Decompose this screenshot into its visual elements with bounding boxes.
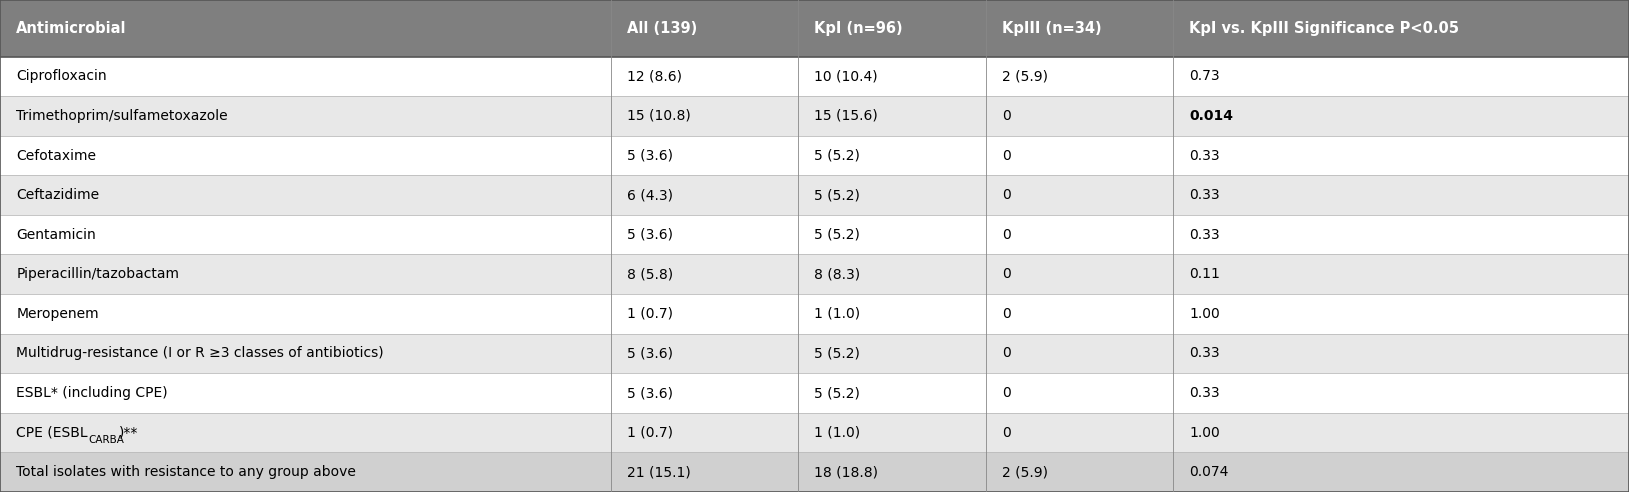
Text: Multidrug-resistance (I or R ≥3 classes of antibiotics): Multidrug-resistance (I or R ≥3 classes … xyxy=(16,346,384,361)
Text: Gentamicin: Gentamicin xyxy=(16,228,96,242)
Text: 1.00: 1.00 xyxy=(1189,307,1220,321)
Text: )**: )** xyxy=(119,426,138,440)
Text: 5 (5.2): 5 (5.2) xyxy=(814,346,860,361)
Text: 6 (4.3): 6 (4.3) xyxy=(627,188,673,202)
Bar xyxy=(0,254,1629,294)
Text: 5 (3.6): 5 (3.6) xyxy=(627,386,673,400)
Bar xyxy=(0,175,1629,215)
Text: 1 (1.0): 1 (1.0) xyxy=(814,307,860,321)
Bar xyxy=(0,215,1629,254)
Text: 0: 0 xyxy=(1002,109,1010,123)
Text: 0.33: 0.33 xyxy=(1189,149,1220,162)
Text: 1.00: 1.00 xyxy=(1189,426,1220,440)
Text: 0.73: 0.73 xyxy=(1189,69,1220,83)
Text: Cefotaxime: Cefotaxime xyxy=(16,149,96,162)
Text: 0: 0 xyxy=(1002,346,1010,361)
Bar xyxy=(798,0,986,57)
Text: 15 (15.6): 15 (15.6) xyxy=(814,109,878,123)
Text: 0: 0 xyxy=(1002,149,1010,162)
Text: 0.33: 0.33 xyxy=(1189,386,1220,400)
Text: 0: 0 xyxy=(1002,307,1010,321)
Text: 0.33: 0.33 xyxy=(1189,228,1220,242)
Bar xyxy=(0,0,611,57)
Text: Antimicrobial: Antimicrobial xyxy=(16,21,127,36)
Text: 1 (0.7): 1 (0.7) xyxy=(627,307,673,321)
Text: 0.014: 0.014 xyxy=(1189,109,1233,123)
Text: 1 (0.7): 1 (0.7) xyxy=(627,426,673,440)
Bar xyxy=(0,373,1629,413)
Text: Trimethoprim/sulfametoxazole: Trimethoprim/sulfametoxazole xyxy=(16,109,228,123)
Text: 5 (3.6): 5 (3.6) xyxy=(627,149,673,162)
Text: Piperacillin/tazobactam: Piperacillin/tazobactam xyxy=(16,267,179,281)
Bar xyxy=(0,294,1629,334)
Text: ESBL* (including CPE): ESBL* (including CPE) xyxy=(16,386,168,400)
Bar xyxy=(1173,0,1629,57)
Text: KpIII (n=34): KpIII (n=34) xyxy=(1002,21,1101,36)
Text: 15 (10.8): 15 (10.8) xyxy=(627,109,691,123)
Text: Ciprofloxacin: Ciprofloxacin xyxy=(16,69,108,83)
Text: 1 (1.0): 1 (1.0) xyxy=(814,426,860,440)
Text: 0: 0 xyxy=(1002,228,1010,242)
Text: Total isolates with resistance to any group above: Total isolates with resistance to any gr… xyxy=(16,465,357,479)
Text: Ceftazidime: Ceftazidime xyxy=(16,188,99,202)
Bar xyxy=(0,136,1629,175)
Text: 0: 0 xyxy=(1002,386,1010,400)
Text: 0: 0 xyxy=(1002,188,1010,202)
Text: 0.33: 0.33 xyxy=(1189,188,1220,202)
Text: All (139): All (139) xyxy=(627,21,697,36)
Text: 5 (5.2): 5 (5.2) xyxy=(814,228,860,242)
Bar xyxy=(0,334,1629,373)
Text: 0: 0 xyxy=(1002,267,1010,281)
Text: Meropenem: Meropenem xyxy=(16,307,99,321)
Bar xyxy=(611,0,798,57)
Bar xyxy=(986,0,1173,57)
Text: 8 (5.8): 8 (5.8) xyxy=(627,267,673,281)
Text: KpI vs. KpIII Significance P<0.05: KpI vs. KpIII Significance P<0.05 xyxy=(1189,21,1460,36)
Text: 5 (3.6): 5 (3.6) xyxy=(627,346,673,361)
Text: KpI (n=96): KpI (n=96) xyxy=(814,21,902,36)
Text: 12 (8.6): 12 (8.6) xyxy=(627,69,683,83)
Text: 5 (3.6): 5 (3.6) xyxy=(627,228,673,242)
Text: 0.33: 0.33 xyxy=(1189,346,1220,361)
Text: 0.074: 0.074 xyxy=(1189,465,1228,479)
Text: CPE (ESBL: CPE (ESBL xyxy=(16,426,88,440)
Bar xyxy=(0,453,1629,492)
Text: 21 (15.1): 21 (15.1) xyxy=(627,465,691,479)
Text: CARBA: CARBA xyxy=(90,435,125,445)
Bar xyxy=(0,96,1629,136)
Text: 2 (5.9): 2 (5.9) xyxy=(1002,465,1047,479)
Text: 10 (10.4): 10 (10.4) xyxy=(814,69,878,83)
Bar xyxy=(0,57,1629,96)
Text: 5 (5.2): 5 (5.2) xyxy=(814,188,860,202)
Text: 5 (5.2): 5 (5.2) xyxy=(814,386,860,400)
Text: 2 (5.9): 2 (5.9) xyxy=(1002,69,1047,83)
Text: 18 (18.8): 18 (18.8) xyxy=(814,465,878,479)
Text: 0: 0 xyxy=(1002,426,1010,440)
Text: 8 (8.3): 8 (8.3) xyxy=(814,267,860,281)
Text: 5 (5.2): 5 (5.2) xyxy=(814,149,860,162)
Text: 0.11: 0.11 xyxy=(1189,267,1220,281)
Bar xyxy=(0,413,1629,453)
